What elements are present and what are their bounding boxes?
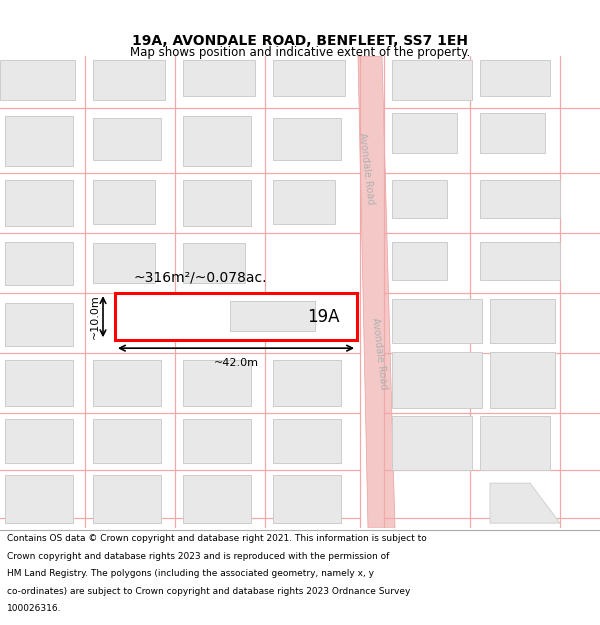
Bar	[5, 180, 73, 226]
Text: ~42.0m: ~42.0m	[214, 358, 259, 368]
Bar	[93, 60, 165, 100]
Bar	[93, 180, 155, 224]
Bar	[273, 360, 341, 406]
Bar	[93, 419, 161, 463]
Bar	[183, 116, 251, 166]
Polygon shape	[490, 483, 560, 523]
Bar	[480, 242, 560, 280]
Text: ~10.0m: ~10.0m	[90, 294, 100, 339]
Bar	[392, 113, 457, 153]
Bar	[480, 180, 560, 218]
Bar	[183, 475, 251, 523]
Bar	[5, 303, 73, 346]
Text: Map shows position and indicative extent of the property.: Map shows position and indicative extent…	[130, 46, 470, 59]
Bar	[183, 180, 251, 226]
Text: HM Land Registry. The polygons (including the associated geometry, namely x, y: HM Land Registry. The polygons (includin…	[7, 569, 374, 578]
Bar	[5, 475, 73, 523]
Text: Avondale Road: Avondale Road	[356, 132, 376, 205]
Bar	[490, 299, 555, 343]
Bar	[273, 60, 345, 96]
Text: Avondale Road: Avondale Road	[370, 317, 388, 390]
Bar	[230, 301, 315, 331]
Bar	[183, 60, 255, 96]
Bar	[115, 293, 357, 340]
Bar	[183, 360, 251, 406]
Text: Crown copyright and database rights 2023 and is reproduced with the permission o: Crown copyright and database rights 2023…	[7, 552, 389, 561]
Text: 100026316.: 100026316.	[7, 604, 62, 613]
Bar	[5, 242, 73, 285]
Bar	[273, 118, 341, 160]
Bar	[392, 416, 472, 470]
Text: ~316m²/~0.078ac.: ~316m²/~0.078ac.	[133, 270, 267, 284]
Bar	[392, 60, 472, 100]
Bar	[93, 360, 161, 406]
Bar	[183, 243, 245, 283]
Bar	[93, 243, 155, 283]
Text: Contains OS data © Crown copyright and database right 2021. This information is : Contains OS data © Crown copyright and d…	[7, 534, 427, 543]
Bar	[392, 299, 482, 343]
Bar	[490, 352, 555, 408]
Bar	[5, 116, 73, 166]
Bar	[273, 180, 335, 224]
Bar	[480, 416, 550, 470]
Bar	[273, 419, 341, 463]
Text: 19A: 19A	[308, 308, 340, 326]
Bar	[392, 242, 447, 280]
Bar	[0, 60, 75, 100]
Bar	[93, 118, 161, 160]
Polygon shape	[358, 56, 395, 528]
Bar	[480, 113, 545, 153]
Bar	[273, 475, 341, 523]
Text: 19A, AVONDALE ROAD, BENFLEET, SS7 1EH: 19A, AVONDALE ROAD, BENFLEET, SS7 1EH	[132, 34, 468, 48]
Bar	[5, 360, 73, 406]
Text: co-ordinates) are subject to Crown copyright and database rights 2023 Ordnance S: co-ordinates) are subject to Crown copyr…	[7, 587, 410, 596]
Bar	[392, 352, 482, 408]
Bar	[5, 419, 73, 463]
Bar	[183, 419, 251, 463]
Bar	[93, 475, 161, 523]
Bar	[392, 180, 447, 218]
Bar	[480, 60, 550, 96]
